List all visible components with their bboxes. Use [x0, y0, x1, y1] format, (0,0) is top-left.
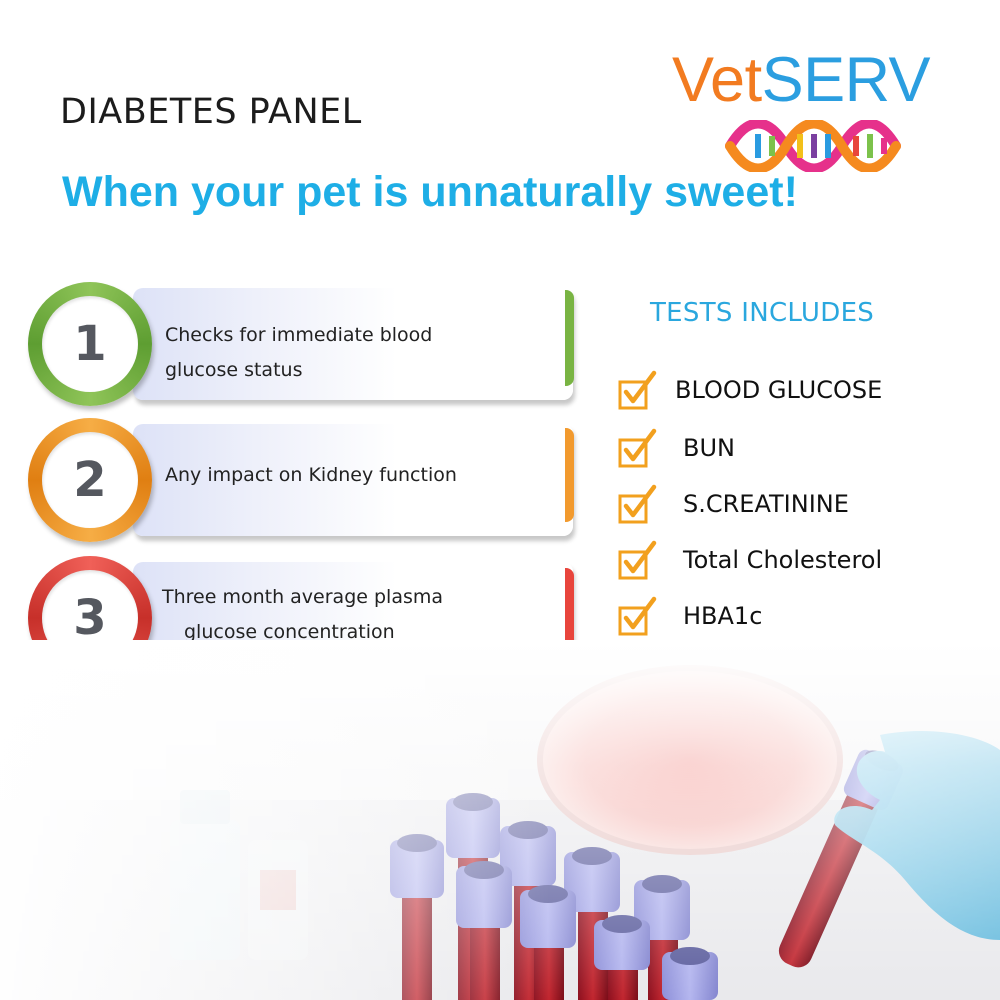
step-number-ring: 2 — [28, 418, 152, 542]
test-item: Total Cholesterol — [618, 540, 978, 584]
test-item: S.CREATININE — [618, 484, 978, 528]
test-label: BUN — [683, 434, 735, 462]
step-line: Three month average plasma — [162, 586, 444, 608]
test-label: S.CREATININE — [683, 490, 849, 518]
step-card — [133, 288, 573, 400]
tagline: When your pet is unnaturally sweet! — [62, 168, 798, 216]
test-item: BLOOD GLUCOSE — [618, 370, 978, 414]
checkbox-check-icon — [618, 370, 657, 410]
checkbox-check-icon — [618, 428, 657, 468]
test-label: HBA1c — [683, 602, 763, 630]
step-card — [133, 424, 573, 536]
step-number-ring: 1 — [28, 282, 152, 406]
lab-blood-tubes-photo — [0, 640, 1000, 1000]
step-1: 1 Checks for immediate blood glucose sta… — [28, 282, 574, 406]
dna-helix-icon — [725, 120, 901, 172]
step-line: glucose status — [165, 359, 303, 381]
step-description: Three month average plasma glucose conce… — [162, 580, 443, 650]
step-line: Checks for immediate blood — [165, 324, 433, 346]
step-number: 2 — [73, 452, 107, 508]
step-description: Any impact on Kidney function — [165, 458, 457, 493]
panel-title: DIABETES PANEL — [60, 92, 362, 132]
step-line: Any impact on Kidney function — [165, 464, 457, 486]
step-line: glucose concentration — [184, 621, 395, 643]
tests-heading: TESTS INCLUDES — [650, 298, 875, 328]
test-item: HBA1c — [618, 596, 978, 640]
step-number: 1 — [73, 316, 107, 372]
step-number: 3 — [73, 590, 107, 646]
step-tab — [565, 568, 574, 662]
logo-text-serv: SERV — [761, 45, 931, 115]
checkbox-check-icon — [618, 540, 657, 580]
step-2: 2 Any impact on Kidney function — [28, 418, 574, 542]
test-label: BLOOD GLUCOSE — [675, 376, 883, 404]
test-item: BUN — [618, 428, 978, 472]
logo-text: VetSERV — [672, 44, 931, 116]
vetserv-logo: VetSERV — [672, 44, 952, 184]
test-label: Total Cholesterol — [683, 546, 883, 574]
checkbox-check-icon — [618, 484, 657, 524]
step-tab — [565, 290, 574, 386]
step-tab — [565, 428, 574, 522]
logo-text-vet: Vet — [672, 45, 762, 115]
checkbox-check-icon — [618, 596, 657, 636]
step-description: Checks for immediate blood glucose statu… — [165, 318, 432, 388]
